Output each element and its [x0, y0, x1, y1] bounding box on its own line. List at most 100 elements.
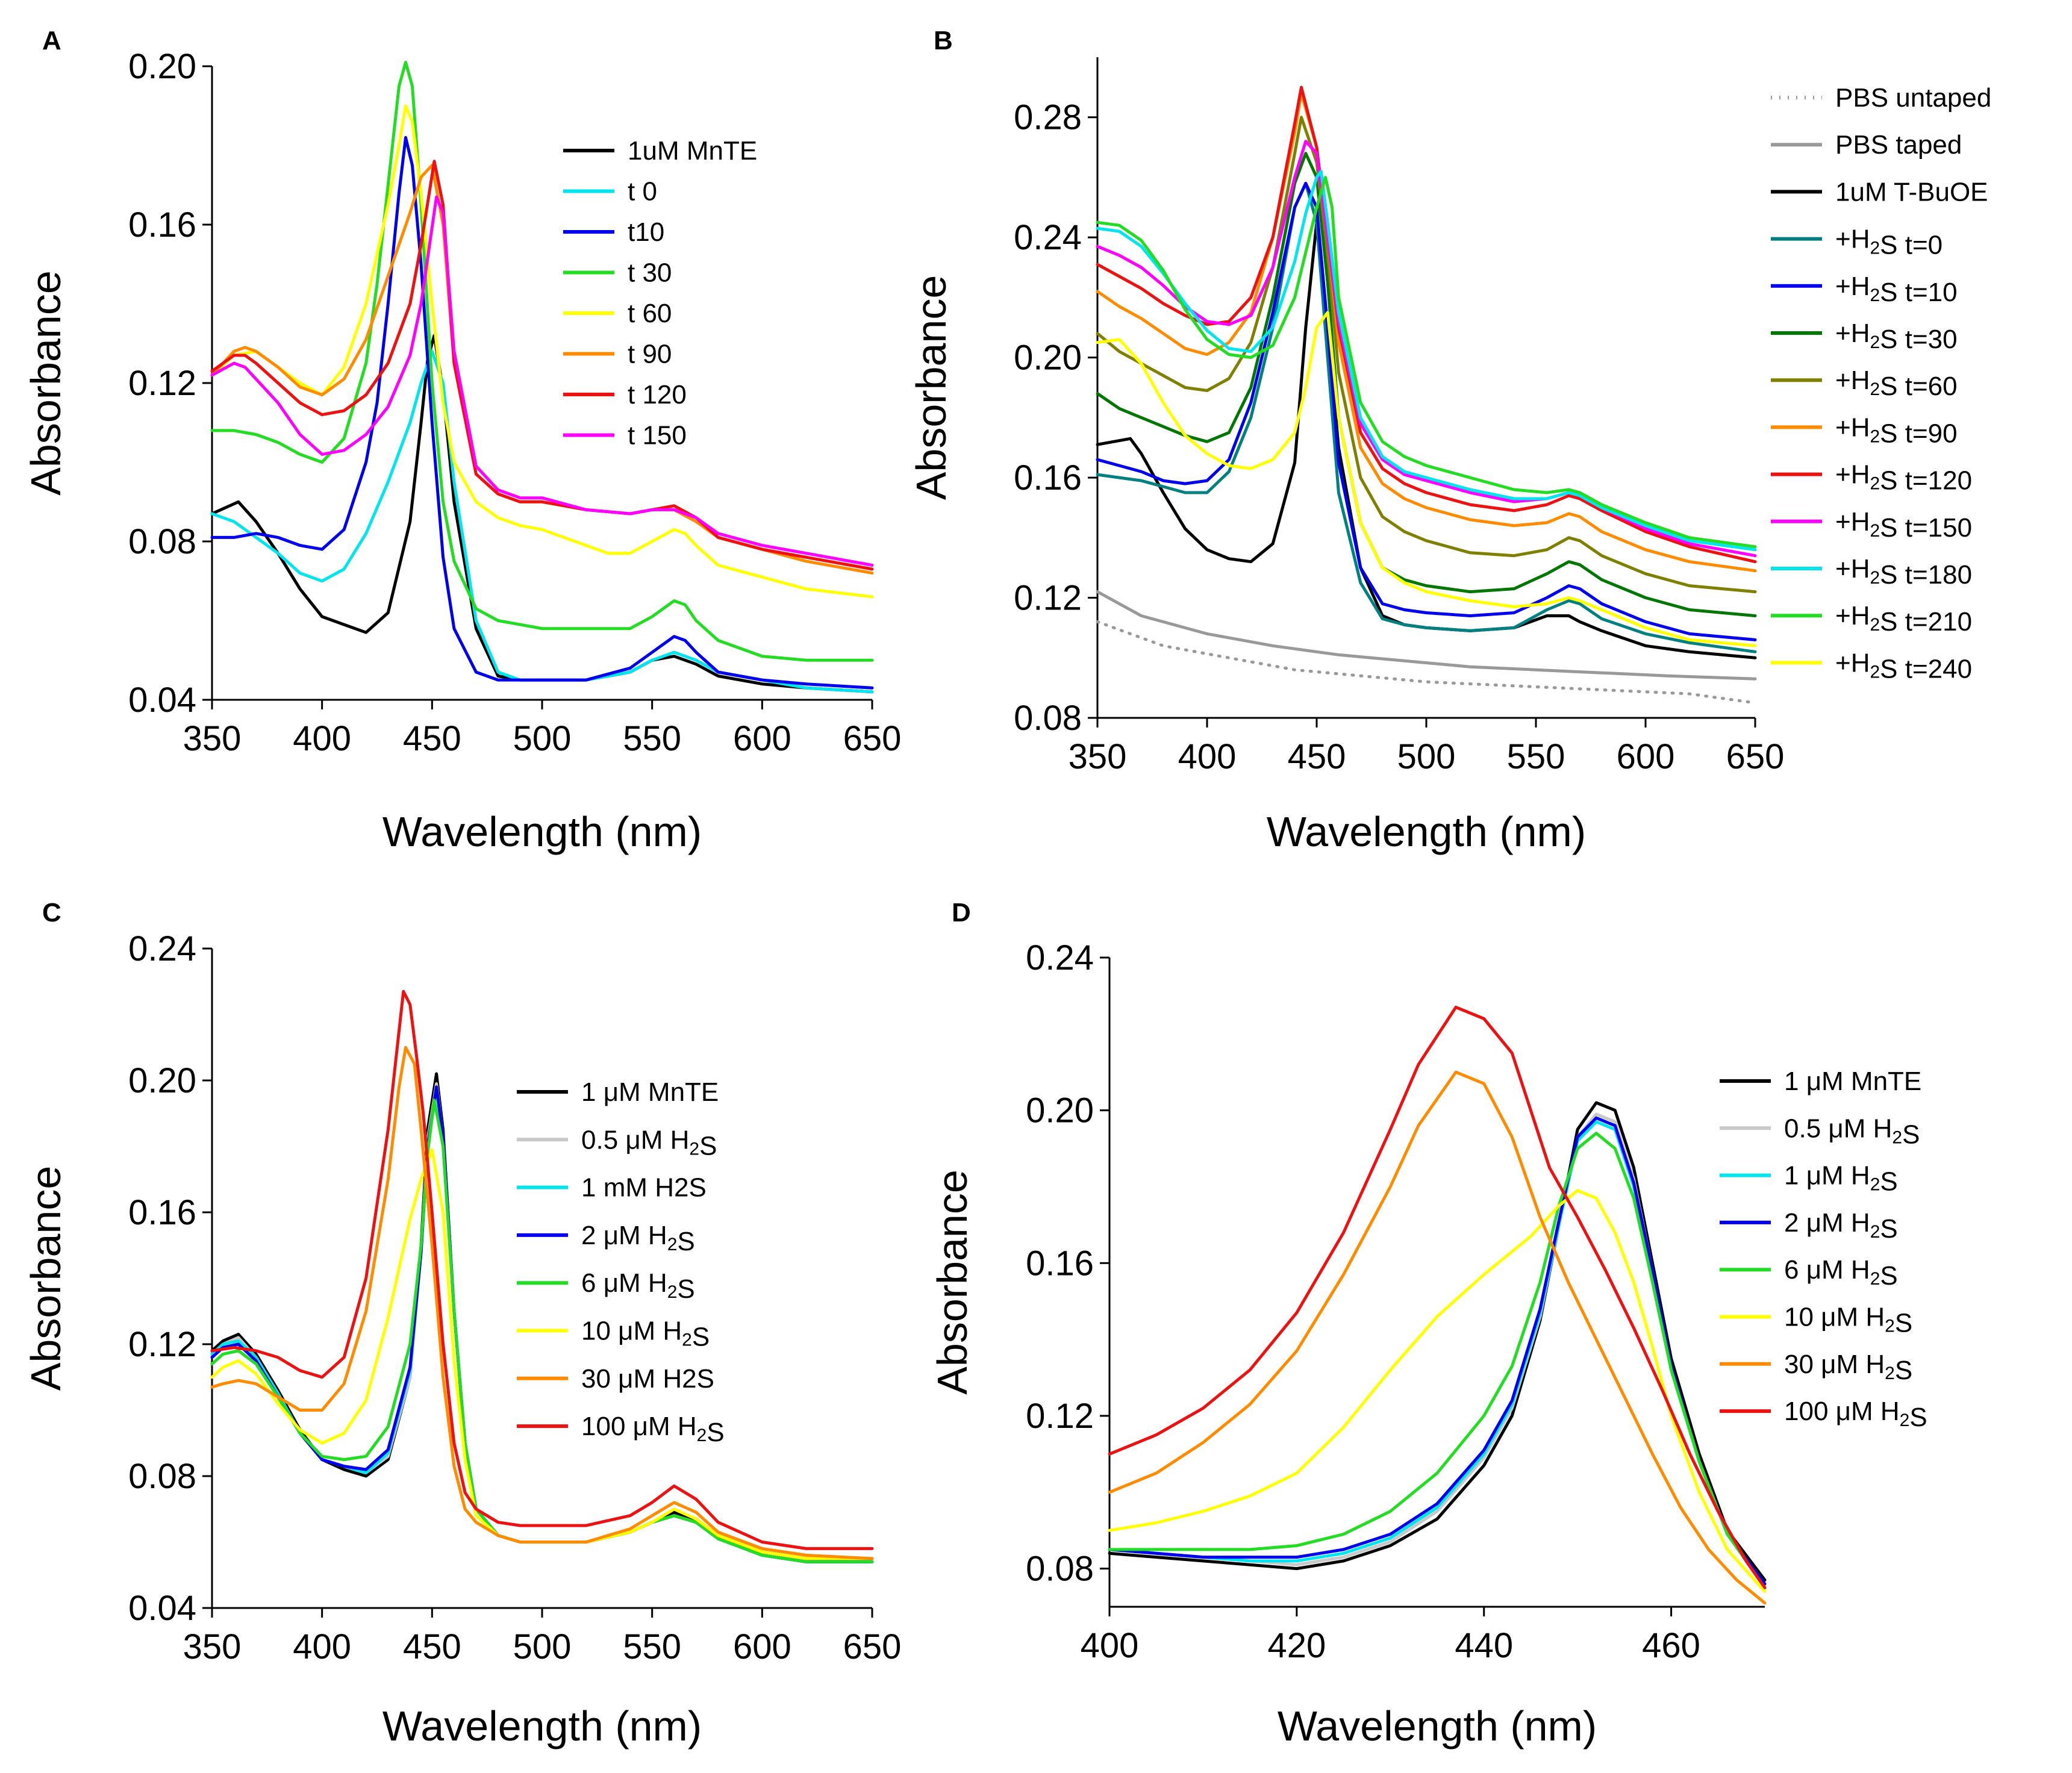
panel-c: C 0.04 0.08 0.12 0.16 0.20 0.24 350 400 450 500 55… — [22, 898, 901, 1750]
legend-label: +H2S t=210 — [1835, 601, 1972, 637]
x-tick-label: 350 — [1069, 737, 1127, 776]
y-tick-label: 0.24 — [1026, 938, 1094, 977]
legend-label: +H2S t=180 — [1835, 554, 1972, 590]
y-tick-label: 0.08 — [1014, 699, 1082, 738]
legend: 1uM MnTE t 0 t10 t 30 t 60 t 90 t 120 t 150 — [563, 136, 757, 450]
y-tick-label: 0.08 — [128, 1457, 196, 1496]
legend: 1 μM MnTE 0.5 μM H2S 1 mM H2S 2 μM H2S 6 μM … — [517, 1077, 725, 1447]
x-tick-label: 650 — [843, 719, 902, 758]
panel-a-letter: A — [42, 26, 61, 55]
legend-label: +H2S t=150 — [1835, 507, 1972, 543]
legend-label: t10 — [628, 217, 664, 247]
y-tick-label: 0.16 — [128, 205, 196, 245]
legend-label: +H2S t=240 — [1835, 648, 1972, 684]
y-tick-label: 0.16 — [1014, 458, 1082, 497]
y-tick-label: 0.12 — [128, 1325, 196, 1364]
x-tick-label: 550 — [1507, 737, 1565, 776]
panel-d: D 0.08 0.12 0.16 0.20 0.24 400 420 440 460 Wavele… — [929, 898, 1927, 1750]
legend-label: 100 μM H2S — [581, 1412, 725, 1447]
series-line — [1096, 620, 1757, 705]
legend-label: t 0 — [628, 177, 657, 207]
y-tick-label: 0.04 — [128, 681, 196, 720]
panel-c-letter: C — [42, 898, 61, 927]
legend-label: 6 μM H2S — [581, 1268, 695, 1304]
legend-label: PBS taped — [1835, 130, 1962, 160]
series-line — [1096, 590, 1757, 681]
x-tick-label: 420 — [1267, 1626, 1326, 1665]
x-tick-label: 650 — [843, 1627, 902, 1666]
legend-label: +H2S t=30 — [1835, 319, 1958, 354]
y-axis-title: Absorbance — [908, 275, 955, 500]
panel-b: B 0.08 0.12 0.16 0.20 0.24 0.28 350 400 450 500 55… — [908, 26, 1991, 855]
x-axis-title: Wavelength (nm) — [1278, 1703, 1597, 1750]
x-axis-title: Wavelength (nm) — [1267, 808, 1586, 855]
legend-label: 10 μM H2S — [581, 1317, 710, 1352]
series-line — [1108, 1132, 1767, 1589]
x-tick-label: 400 — [1178, 737, 1237, 776]
x-tick-label: 450 — [403, 719, 461, 758]
legend-label: 2 μM H2S — [581, 1221, 695, 1256]
legend-label: 6 μM H2S — [1784, 1255, 1898, 1291]
legend-label: 100 μM H2S — [1784, 1397, 1927, 1432]
x-axis-title: Wavelength (nm) — [382, 808, 702, 855]
legend-label: 1 mM H2S — [581, 1173, 707, 1203]
y-axis-title: Absorbance — [929, 1170, 976, 1395]
legend-label: 1 μM MnTE — [581, 1077, 719, 1107]
legend-label: 1 μM MnTE — [1784, 1067, 1921, 1096]
x-tick-label: 650 — [1726, 737, 1785, 776]
x-tick-label: 600 — [1617, 737, 1675, 776]
legend-label: 1uM T-BuOE — [1835, 177, 1988, 207]
legend-label: +H2S t=90 — [1835, 413, 1958, 448]
legend-label: 30 μM H2S — [1784, 1350, 1912, 1385]
x-tick-label: 400 — [293, 719, 351, 758]
y-tick-label: 0.24 — [1014, 218, 1082, 257]
series-line — [1096, 170, 1757, 552]
y-tick-label: 0.12 — [1026, 1397, 1094, 1436]
x-tick-label: 350 — [183, 719, 242, 758]
y-tick-label: 0.08 — [1026, 1550, 1094, 1589]
legend-label: 0.5 μM H2S — [581, 1125, 717, 1161]
series-line — [210, 349, 874, 694]
legend-label: PBS untaped — [1835, 83, 1991, 113]
x-axis-title: Wavelength (nm) — [382, 1703, 702, 1750]
y-axis-title: Absorbance — [22, 1166, 69, 1391]
legend-label: t 120 — [628, 380, 687, 410]
y-tick-label: 0.16 — [128, 1193, 196, 1232]
legend-label: t 60 — [628, 299, 672, 328]
legend-label: 1 μM H2S — [1784, 1161, 1898, 1197]
legend: 1 μM MnTE 0.5 μM H2S 1 μM H2S 2 μM H2S 6 μM … — [1720, 1067, 1927, 1432]
legend-label: 1uM MnTE — [628, 136, 757, 166]
y-tick-label: 0.24 — [128, 929, 196, 968]
legend-label: +H2S t=10 — [1835, 272, 1958, 307]
y-tick-label: 0.20 — [1026, 1091, 1094, 1130]
series-line — [210, 989, 874, 1550]
panel-d-letter: D — [952, 898, 971, 927]
y-tick-label: 0.20 — [128, 47, 196, 86]
x-tick-label: 600 — [733, 1627, 791, 1666]
x-tick-label: 500 — [513, 719, 572, 758]
legend-label: 2 μM H2S — [1784, 1208, 1898, 1244]
y-tick-label: 0.20 — [128, 1061, 196, 1100]
panel-b-letter: B — [934, 26, 953, 55]
y-tick-label: 0.08 — [128, 522, 196, 561]
legend-label: +H2S t=120 — [1835, 460, 1972, 496]
series-line — [210, 136, 874, 690]
y-tick-label: 0.16 — [1026, 1244, 1094, 1283]
series-line — [1096, 311, 1757, 647]
series-line — [1108, 1070, 1767, 1605]
x-tick-label: 450 — [1288, 737, 1346, 776]
legend-label: t 30 — [628, 258, 672, 288]
y-tick-label: 0.20 — [1014, 338, 1082, 378]
x-tick-label: 450 — [403, 1627, 461, 1666]
y-axis-title: Absorbance — [22, 270, 69, 496]
panel-a: A 0.04 0.08 0.12 0.16 0.20 350 400 450 500 550 600… — [22, 26, 901, 855]
legend-label: +H2S t=0 — [1835, 225, 1942, 260]
legend-label: t 90 — [628, 340, 672, 369]
legend-label: t 150 — [628, 421, 687, 450]
series-line — [210, 195, 874, 567]
y-tick-label: 0.28 — [1014, 98, 1082, 137]
x-tick-label: 600 — [733, 719, 791, 758]
y-tick-label: 0.12 — [1014, 579, 1082, 618]
